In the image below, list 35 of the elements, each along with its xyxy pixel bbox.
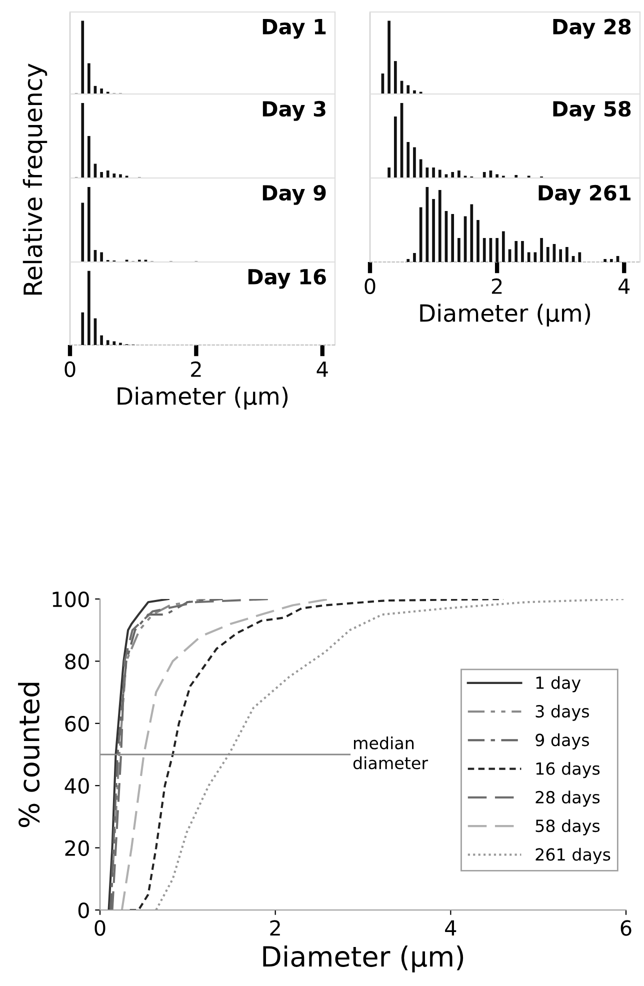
legend-label: 58 days [536,819,600,836]
legend-label: 28 days [536,790,600,807]
x-axis-title: Diameter (µm) [263,945,464,972]
x-axis-title: Diameter (µm) [420,304,590,327]
ref-line-label: median diameter [353,736,428,770]
x-tick-label: 4 [445,920,456,936]
y-tick-label: 80 [65,654,89,670]
legend-label: 1 day [536,676,581,692]
y-tick-label: 60 [65,716,89,732]
x-tick-label: 4 [618,278,630,294]
x-tick-label: 2 [270,920,280,936]
y-tick-label: 40 [64,778,89,794]
legend-label: 9 days [536,733,589,750]
x-axis-title: Diameter (µm) [118,386,288,410]
y-axis-title: % counted [18,682,40,828]
y-axis-title: Relative frequency [22,64,48,295]
x-tick-label: 0 [94,920,106,936]
legend-label: 3 days [536,704,589,721]
chart-title: Day 9 [262,184,326,205]
y-tick-label: 100 [52,591,89,608]
chart-title: Day 28 [553,18,631,39]
y-tick-label: 20 [65,840,89,856]
x-tick-label: 6 [620,920,632,936]
chart-title: Day 1 [262,19,326,39]
x-tick-label: 2 [492,278,502,294]
chart-title: Day 3 [262,100,326,121]
y-tick-label: 0 [78,902,89,918]
legend-label: 261 days [536,848,610,864]
x-tick-label: 4 [316,362,328,377]
chart-title: Day 16 [248,268,326,289]
chart-title: Day 58 [553,100,631,121]
x-tick-label: 0 [364,278,376,294]
chart-title: Day 261 [538,184,630,205]
x-tick-label: 2 [191,361,201,377]
legend-label: 16 days [536,762,600,778]
